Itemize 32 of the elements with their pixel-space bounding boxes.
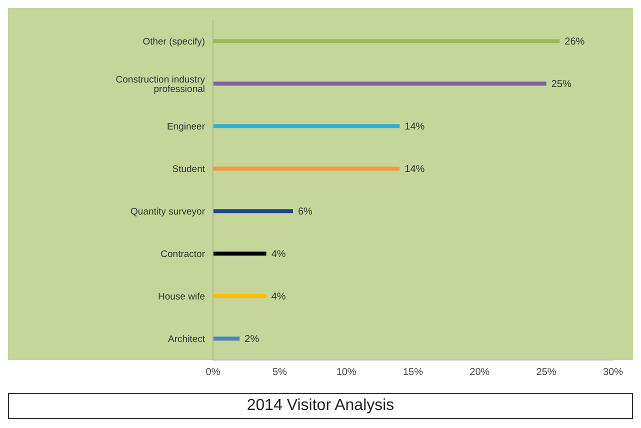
y-tick-label: Contractor xyxy=(160,249,205,260)
data-label: 4% xyxy=(271,292,286,303)
y-tick-label: Student xyxy=(172,164,206,176)
data-label: 14% xyxy=(404,164,425,176)
bar xyxy=(213,209,293,214)
x-tick-label: 0% xyxy=(206,367,220,378)
data-label: 14% xyxy=(404,122,425,133)
y-tick-label: Construction industry professional xyxy=(116,74,206,95)
y-tick-label: Quantity surveyor xyxy=(130,206,205,218)
data-label: 4% xyxy=(271,249,286,260)
bar xyxy=(213,82,546,86)
bar xyxy=(213,39,560,44)
bar xyxy=(213,336,240,341)
text: 2014 Visitor Analysis xyxy=(8,393,633,419)
bar xyxy=(213,294,266,298)
x-tick-label: 20% xyxy=(470,367,490,378)
x-tick-label: 5% xyxy=(272,367,287,378)
x-tick-label: 15% xyxy=(402,367,424,378)
data-label: 2% xyxy=(244,334,260,346)
y-tick-label: Architect xyxy=(168,334,206,346)
x-tick-label: 25% xyxy=(536,367,556,378)
x-tick-label: 30% xyxy=(602,367,624,378)
y-tick-label: House wife xyxy=(158,292,205,303)
data-label: 26% xyxy=(564,36,585,48)
x-tick-label: 10% xyxy=(336,367,356,378)
data-label: 6% xyxy=(298,206,313,218)
y-tick-label: Engineer xyxy=(166,122,205,133)
y-tick-label: Other (specify) xyxy=(142,36,205,48)
bar xyxy=(213,124,400,128)
bar xyxy=(213,166,400,171)
bar xyxy=(213,252,266,256)
data-label: 25% xyxy=(551,79,572,90)
